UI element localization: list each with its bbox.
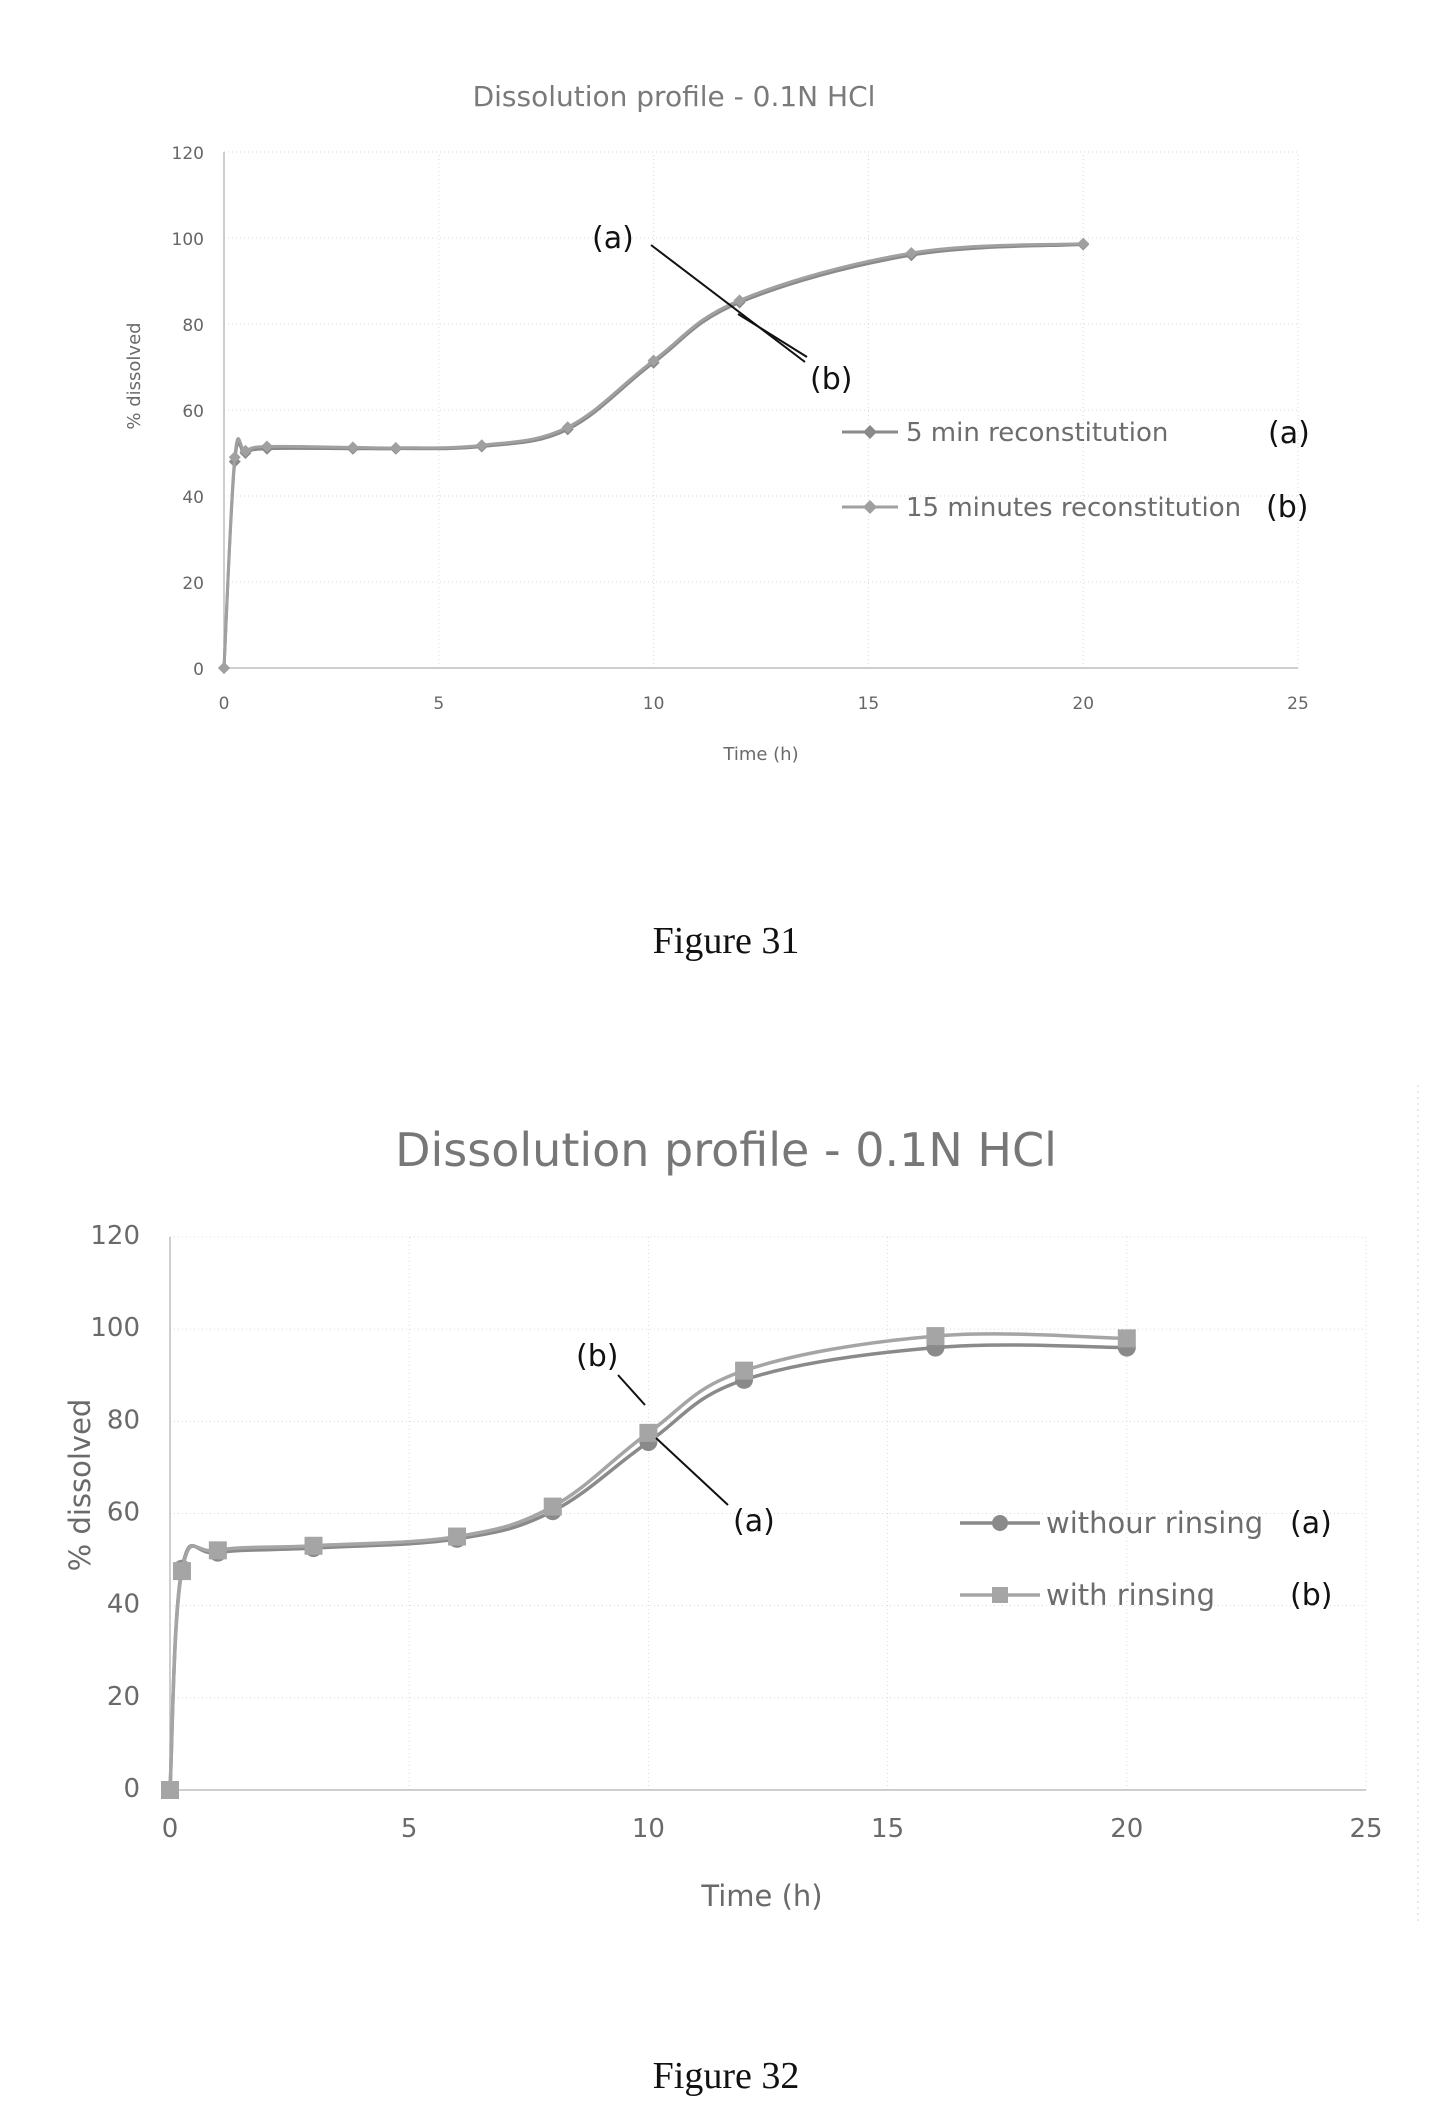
chart-2-x-axis-label: Time (h) [700,1879,822,1913]
chart-1-callout-b-leader [737,313,808,358]
chart-2-callout-a: (a) [733,1504,775,1539]
chart-2-x-tick-20: 20 [1110,1814,1143,1844]
chart-1-y-tick-labels: 0 20 40 60 80 100 120 [172,144,204,680]
chart-2-series-2-point-3 [208,1541,227,1560]
chart-2-y-tick-labels: 0 20 40 60 80 100 120 [90,1221,140,1804]
legend-1-b-marker [863,500,877,514]
legend-2-b-tag: (b) [1290,1578,1332,1613]
chart-1-series-2-point-2 [228,451,241,464]
chart-2-x-tick-10: 10 [632,1814,665,1844]
chart-2-y-axis-label: % dissolved [63,1399,97,1572]
chart-2: Dissolution profile - 0.1N HCl 0 20 40 60 80… [63,1123,1383,2097]
chart-1-x-tick-25: 25 [1287,694,1309,714]
chart-2-callout-b: (b) [576,1339,618,1374]
chart-1-series-2-point-11 [905,247,918,260]
chart-2-y-tick-0: 0 [123,1774,140,1804]
chart-2-x-tick-5: 5 [401,1814,418,1844]
chart-1-axes [223,152,1298,669]
legend-1-a-marker [863,425,877,439]
chart-2-series-2-line [168,1332,1127,1791]
chart-2-x-tick-0: 0 [162,1814,179,1844]
chart-2-x-tick-15: 15 [871,1814,904,1844]
chart-1-series-2-point-10 [733,294,746,307]
chart-2-series-2-point-10 [1117,1329,1136,1348]
legend-1-a-tag: (a) [1268,416,1310,451]
chart-2-y-tick-60: 60 [107,1498,140,1528]
chart-1-x-tick-labels: 0 5 10 15 20 25 [219,694,1309,714]
chart-1-y-tick-120: 120 [172,144,204,164]
chart-1-series-2-point-12 [1077,237,1090,250]
chart-1-x-tick-10: 10 [643,694,665,714]
chart-2-legend: withour rinsing (a) with rinsing (b) [960,1506,1332,1613]
chart-1-callout-b: (b) [810,362,852,397]
chart-1-y-tick-60: 60 [182,402,204,422]
chart-1-series-2-point-9 [647,354,660,367]
chart-1-y-tick-40: 40 [182,488,204,508]
chart-2-series-1-line [168,1343,1127,1791]
legend-1-b-tag: (b) [1266,490,1308,525]
chart-2-gridlines [170,1236,1367,1790]
chart-2-callout-a-leader [655,1437,729,1506]
chart-2-x-tick-labels: 0 5 10 15 20 25 [162,1814,1383,1844]
legend-1-a-label: 5 min reconstitution [906,418,1168,448]
chart-1-legend: 5 min reconstitution (a) 15 minutes reco… [842,416,1310,525]
chart-1-series-2-point-7 [475,439,488,452]
chart-1-series [218,237,1090,674]
legend-2-b-marker [992,1587,1008,1603]
legend-2-a-marker [992,1515,1008,1531]
chart-1-series-2-point-6 [389,441,402,454]
chart-2-series-2-point-2 [172,1562,191,1581]
chart-2-y-tick-20: 20 [107,1682,140,1712]
figure-31-caption: Figure 31 [653,920,800,962]
chart-2-series [161,1327,1136,1799]
chart-1-x-tick-20: 20 [1072,694,1094,714]
chart-1: Dissolution profile - 0.1N HCl 0 20 40 60 80… [124,80,1310,962]
chart-2-series-2-point-5 [448,1527,467,1546]
legend-2-b-label: with rinsing [1046,1578,1215,1612]
chart-2-series-2-point-6 [543,1497,562,1516]
chart-2-series-2-point-8 [735,1361,754,1380]
chart-1-y-axis-label: % dissolved [124,322,145,429]
chart-2-y-tick-120: 120 [90,1221,140,1251]
chart-1-callout-a: (a) [592,221,634,256]
chart-1-y-tick-20: 20 [182,574,204,594]
chart-2-callout-b-leader [617,1374,646,1406]
chart-2-series-2-point-4 [304,1536,323,1555]
chart-1-series-2-point-8 [561,421,574,434]
chart-2-title: Dissolution profile - 0.1N HCl [395,1123,1057,1177]
legend-2-a-tag: (a) [1290,1506,1332,1541]
legend-1-b-label: 15 minutes reconstitution [906,493,1241,523]
chart-1-y-tick-80: 80 [182,316,204,336]
chart-1-y-tick-100: 100 [172,230,204,250]
chart-1-x-tick-0: 0 [219,694,230,714]
chart-1-series-2-point-3 [239,444,252,457]
chart-1-series-2-point-1 [218,662,230,674]
chart-2-y-tick-40: 40 [107,1590,140,1620]
chart-2-y-tick-100: 100 [90,1313,140,1343]
chart-1-x-axis-label: Time (h) [722,744,798,765]
chart-2-series-2-point-1 [161,1781,179,1799]
figure-32-caption: Figure 32 [653,2055,800,2097]
chart-1-title: Dissolution profile - 0.1N HCl [473,80,876,113]
chart-1-x-tick-15: 15 [858,694,880,714]
legend-2-a-label: withour rinsing [1046,1506,1263,1540]
chart-1-gridlines [224,151,1299,668]
chart-1-callout-a-leader [650,244,806,363]
chart-2-y-tick-80: 80 [107,1405,140,1435]
chart-1-y-tick-0: 0 [193,660,204,680]
chart-1-x-tick-5: 5 [433,694,444,714]
chart-1-series-2-point-5 [346,441,359,454]
chart-1-series-2-point-4 [260,440,273,453]
chart-2-series-2-point-9 [926,1327,945,1346]
chart-2-series-2-point-7 [639,1423,658,1442]
chart-2-x-tick-25: 25 [1349,1814,1382,1844]
chart-2-axes [169,1237,1366,1791]
